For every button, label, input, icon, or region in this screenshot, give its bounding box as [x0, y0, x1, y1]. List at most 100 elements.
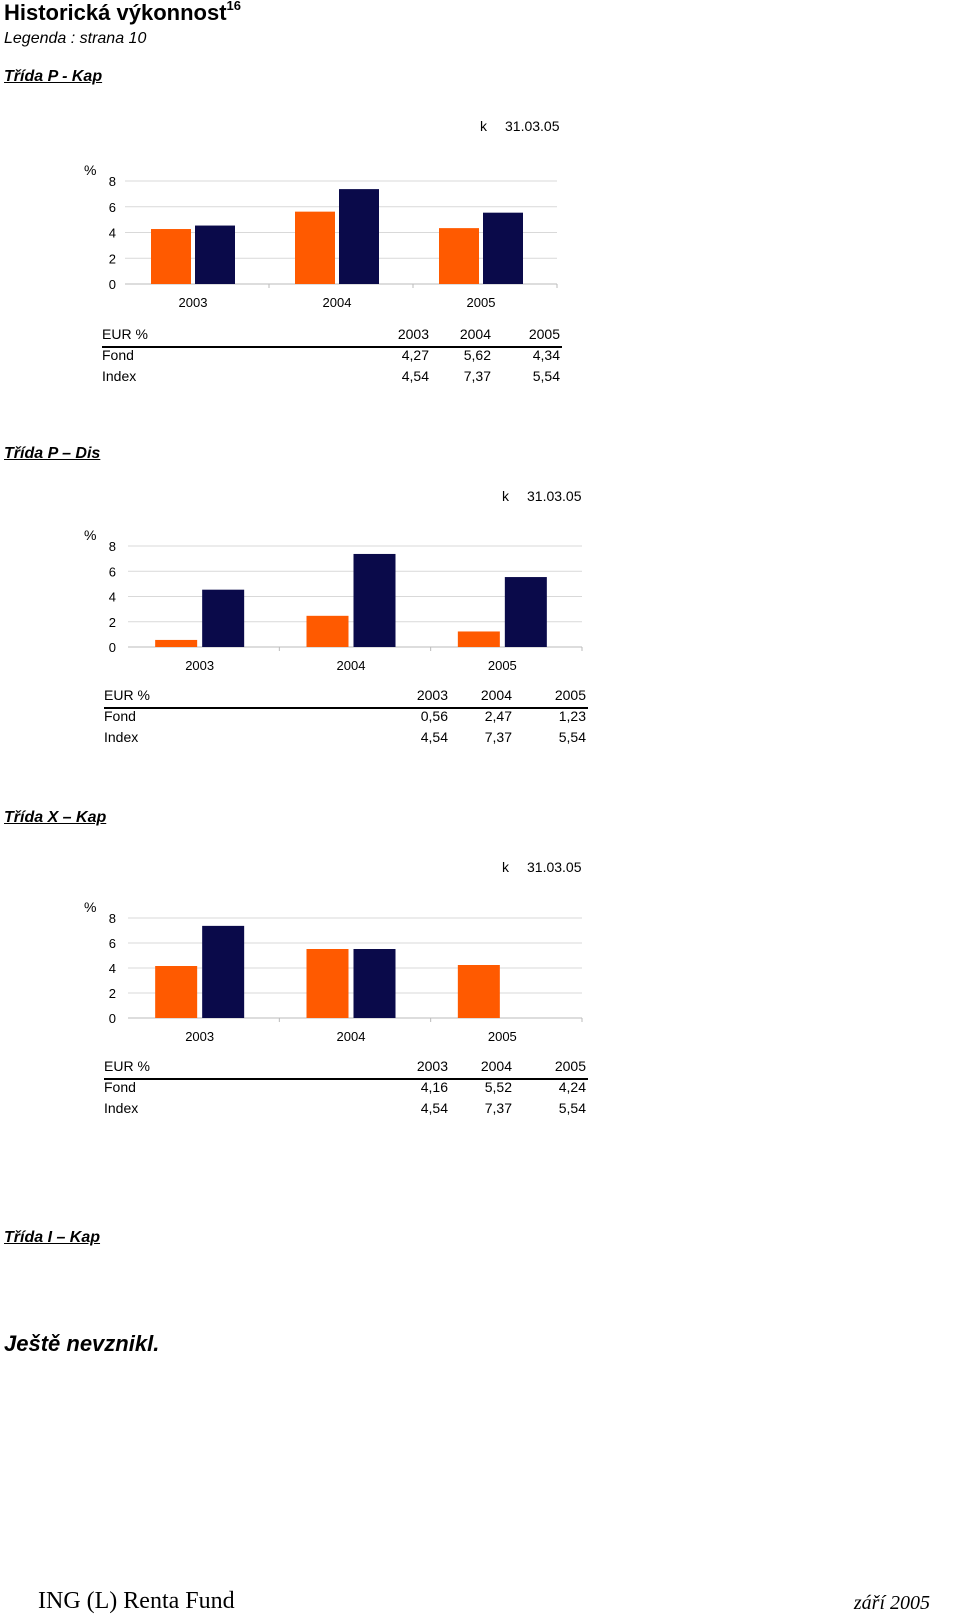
y-tick-label: 0 — [109, 640, 116, 655]
y-tick-label: 0 — [109, 277, 116, 292]
fond-bar — [306, 615, 349, 647]
table-row: Fond 4,27 5,62 4,34 — [102, 347, 562, 368]
cell-value: 2003 — [416, 1058, 448, 1074]
y-tick-label: 2 — [109, 251, 116, 266]
row-label: Fond — [102, 347, 134, 363]
section-heading: Třída X – Kap — [4, 809, 107, 826]
x-tick-label: 2003 — [179, 295, 208, 310]
page-title: Historická výkonnost16 — [4, 0, 241, 26]
as-of-value: 31.03.05 — [527, 488, 582, 504]
cell-value: 7,37 — [463, 368, 491, 384]
cell-value: 7,37 — [484, 729, 512, 745]
as-of-date: k 31.03.05 — [480, 118, 560, 134]
y-tick-label: 4 — [109, 226, 116, 241]
cell-value: 4,54 — [401, 368, 429, 384]
index-bar — [504, 577, 547, 647]
index-bar — [339, 189, 379, 284]
cell-value: 4,54 — [420, 1100, 448, 1116]
footer-fund-name: ING (L) Renta Fund — [38, 1588, 235, 1614]
y-tick-label: 2 — [109, 615, 116, 630]
index-bar — [483, 212, 523, 284]
index-bar — [353, 949, 396, 1018]
header-rule — [104, 707, 588, 709]
y-tick-label: 4 — [109, 961, 116, 976]
as-of-value: 31.03.05 — [505, 118, 560, 134]
fond-bar — [151, 229, 191, 284]
y-unit-label: % — [84, 527, 96, 543]
table-header: EUR % 2003 2004 2005 — [104, 1058, 588, 1079]
header-rule — [104, 1078, 588, 1080]
cell-value: 5,52 — [484, 1079, 512, 1095]
table-header: EUR % 2003 2004 2005 — [104, 687, 588, 708]
cell-value: 2005 — [528, 326, 560, 342]
cell-value: 4,54 — [420, 729, 448, 745]
row-label: EUR % — [104, 1058, 150, 1074]
as-of-prefix: k — [480, 118, 487, 134]
x-tick-label: 2005 — [488, 658, 517, 673]
footnote-marker: 16 — [226, 0, 241, 13]
legend-reference: Legenda : strana 10 — [4, 30, 147, 47]
table-row: Index 4,54 7,37 5,54 — [104, 729, 588, 750]
footer-date: září 2005 — [853, 1592, 930, 1614]
x-tick-label: 2005 — [467, 295, 496, 310]
as-of-value: 31.03.05 — [527, 859, 582, 875]
table-row: Index 4,54 7,37 5,54 — [104, 1100, 588, 1121]
cell-value: 1,23 — [558, 708, 586, 724]
x-tick-label: 2003 — [185, 658, 214, 673]
cell-value: 2005 — [554, 1058, 586, 1074]
cell-value: 7,37 — [484, 1100, 512, 1116]
cell-value: 4,16 — [420, 1079, 448, 1095]
page-title-text: Historická výkonnost — [4, 0, 227, 25]
cell-value: 0,56 — [420, 708, 448, 724]
row-label: Fond — [104, 1079, 136, 1095]
as-of-prefix: k — [502, 859, 509, 875]
row-label: Fond — [104, 708, 136, 724]
y-tick-label: 8 — [109, 911, 116, 926]
fond-bar — [155, 966, 198, 1018]
row-label: Index — [102, 368, 137, 384]
cell-value: 2003 — [397, 326, 429, 342]
section-heading: Třída P – Dis — [4, 445, 101, 462]
y-tick-label: 0 — [109, 1011, 116, 1026]
y-unit-label: % — [84, 162, 96, 178]
fond-bar — [306, 949, 349, 1018]
row-label: Index — [104, 729, 139, 745]
x-tick-label: 2004 — [337, 658, 366, 673]
cell-value: 2005 — [554, 687, 586, 703]
cell-value: 4,34 — [532, 347, 560, 363]
table-header: EUR % 2003 2004 2005 — [102, 326, 562, 347]
y-tick-label: 8 — [109, 174, 116, 189]
cell-value: 2004 — [480, 687, 512, 703]
index-bar — [195, 225, 235, 284]
y-tick-label: 6 — [109, 936, 116, 951]
table-row: Index 4,54 7,37 5,54 — [102, 368, 562, 389]
header-rule — [102, 346, 562, 348]
y-tick-label: 6 — [109, 200, 116, 215]
index-bar — [353, 553, 396, 647]
y-tick-label: 4 — [109, 590, 116, 605]
returns-table: EUR % 2003 2004 2005 Fond 0,56 2,47 1,23 Index 4,… — [104, 687, 588, 750]
index-bar — [202, 589, 245, 647]
cell-value: 4,27 — [401, 347, 429, 363]
cell-value: 5,54 — [532, 368, 560, 384]
cell-value: 2004 — [459, 326, 491, 342]
row-label: EUR % — [102, 326, 148, 342]
cell-value: 2004 — [480, 1058, 512, 1074]
section-heading: Třída I – Kap — [4, 1229, 101, 1246]
performance-chart: % 0 2 4 6 8 2003 2004 2005 — [84, 162, 558, 310]
x-tick-label: 2004 — [337, 1029, 366, 1044]
fond-bar — [155, 639, 198, 647]
x-tick-label: 2003 — [185, 1029, 214, 1044]
cell-value: 2003 — [416, 687, 448, 703]
returns-table: EUR % 2003 2004 2005 Fond 4,16 5,52 4,24 Index 4,… — [104, 1058, 588, 1121]
cell-value: 5,54 — [558, 1100, 586, 1116]
table-row: Fond 0,56 2,47 1,23 — [104, 708, 588, 729]
fond-bar — [457, 631, 500, 647]
cell-value: 4,24 — [558, 1079, 586, 1095]
returns-table: EUR % 2003 2004 2005 Fond 4,27 5,62 4,34 Index 4,… — [102, 326, 562, 389]
table-row: Fond 4,16 5,52 4,24 — [104, 1079, 588, 1100]
x-tick-label: 2005 — [488, 1029, 517, 1044]
index-bar — [202, 925, 245, 1018]
section-heading: Třída P - Kap — [4, 68, 103, 85]
row-label: EUR % — [104, 687, 150, 703]
